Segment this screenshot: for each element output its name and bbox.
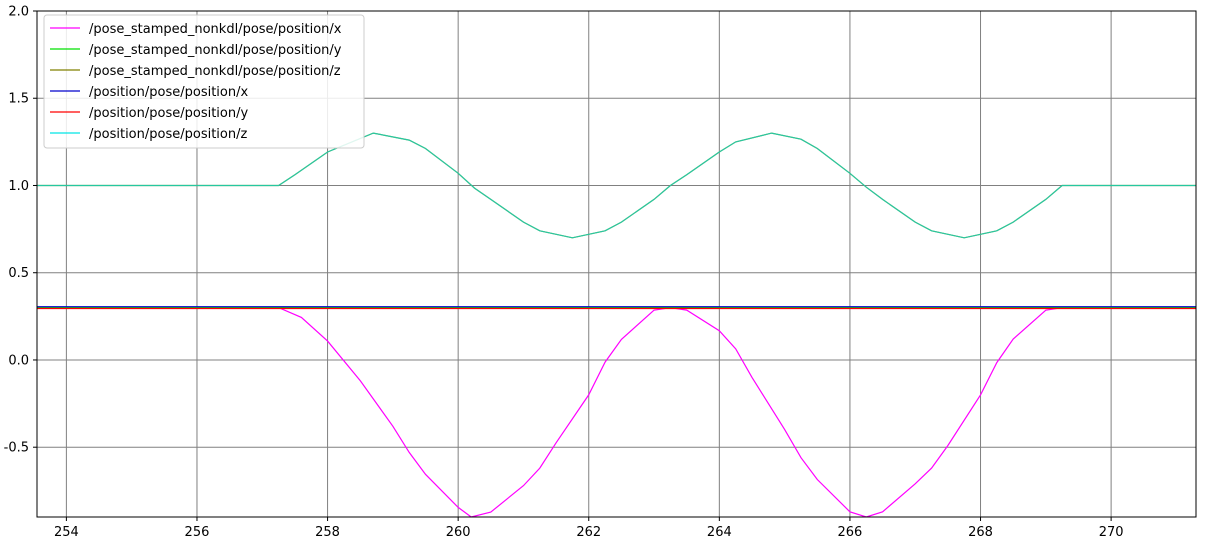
y-tick-label: 0.5 bbox=[8, 266, 29, 281]
x-tick-label: 254 bbox=[54, 525, 79, 540]
y-tick-label: -0.5 bbox=[4, 441, 29, 456]
legend-label: /position/pose/position/y bbox=[89, 106, 248, 121]
series-lines bbox=[37, 132, 1196, 517]
series-line-1 bbox=[37, 306, 1196, 517]
legend-label: /position/pose/position/z bbox=[89, 127, 247, 142]
legend-label: /position/pose/position/x bbox=[89, 85, 248, 100]
y-tick-label: 0.0 bbox=[8, 353, 29, 368]
y-tick-label: 1.0 bbox=[8, 179, 29, 194]
x-tick-label: 258 bbox=[315, 525, 340, 540]
x-tick-label: 270 bbox=[1099, 525, 1124, 540]
legend-label: /pose_stamped_nonkdl/pose/position/x bbox=[89, 22, 342, 37]
legend: /pose_stamped_nonkdl/pose/position/x/pos… bbox=[43, 14, 365, 149]
x-tick-label: 268 bbox=[968, 525, 993, 540]
legend-box bbox=[43, 14, 365, 149]
x-tick-label: 260 bbox=[446, 525, 471, 540]
axis-ticks: 254 256 258 260 262 264 266 268 270 -0.5 0.0 0.5 1.0… bbox=[4, 5, 1124, 541]
x-tick-label: 266 bbox=[838, 525, 863, 540]
x-tick-label: 262 bbox=[576, 525, 601, 540]
x-tick-label: 256 bbox=[185, 525, 210, 540]
y-tick-label: 2.0 bbox=[8, 5, 29, 20]
x-tick-label: 264 bbox=[707, 525, 732, 540]
legend-label: /pose_stamped_nonkdl/pose/position/y bbox=[89, 43, 342, 58]
y-tick-label: 1.5 bbox=[8, 92, 29, 107]
series-line-6 bbox=[37, 132, 1196, 239]
plot-frame bbox=[36, 10, 1197, 518]
legend-label: /pose_stamped_nonkdl/pose/position/z bbox=[89, 64, 341, 79]
